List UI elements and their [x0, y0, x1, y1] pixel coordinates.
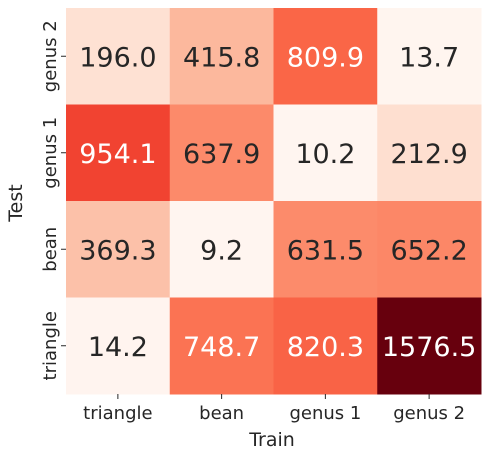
cell-value-label: 10.2	[295, 139, 355, 170]
cell-value-label: 9.2	[200, 235, 243, 266]
y-axis-ticks: genus 2 genus 1 bean triangle	[40, 20, 66, 380]
cell-value-label: 14.2	[88, 332, 148, 363]
heatmap-cell	[66, 8, 171, 105]
heatmap-cell	[273, 8, 378, 105]
heatmap-cell	[66, 104, 171, 202]
x-axis-label: Train	[248, 429, 295, 451]
cell-value-label: 809.9	[287, 42, 364, 73]
heatmap-cell	[273, 201, 378, 298]
heatmap-cell	[377, 8, 482, 105]
cell-value-label: 631.5	[287, 235, 364, 266]
cell-value-label: 1576.5	[382, 332, 476, 363]
x-tick-label: genus 1	[289, 403, 361, 424]
heatmap-cell	[169, 201, 274, 298]
cell-value-label: 415.8	[183, 42, 260, 73]
heatmap-cell	[273, 297, 378, 395]
cell-value-label: 954.1	[79, 139, 156, 170]
heatmap-cell	[377, 104, 482, 202]
cell-value-label: 369.3	[79, 235, 156, 266]
cell-value-label: 13.7	[399, 42, 459, 73]
x-tick-label: genus 2	[393, 403, 465, 424]
y-tick-label: genus 1	[40, 117, 61, 189]
y-tick-label: triangle	[40, 311, 61, 380]
heatmap-cell	[169, 8, 274, 105]
cell-value-label: 820.3	[287, 332, 364, 363]
heatmap-cells: 196.0 415.8 809.9 13.7 954.1 637.9 10.2 212.9 36…	[66, 8, 482, 395]
cell-value-label: 637.9	[183, 139, 260, 170]
y-tick-label: genus 2	[40, 20, 61, 92]
x-tick-label: triangle	[83, 403, 152, 424]
cell-value-label: 212.9	[390, 139, 467, 170]
cell-value-label: 748.7	[183, 332, 260, 363]
heatmap-cell	[66, 201, 171, 298]
heatmap-cell	[169, 104, 274, 202]
heatmap-cell	[169, 297, 274, 395]
heatmap-cell	[377, 297, 482, 395]
y-tick-label: bean	[40, 227, 61, 272]
heatmap-cell	[66, 297, 171, 395]
x-tick-label: bean	[199, 403, 244, 424]
cell-value-label: 196.0	[79, 42, 156, 73]
heatmap-cell	[377, 201, 482, 298]
x-axis-ticks: triangle bean genus 1 genus 2	[83, 394, 465, 424]
cell-value-label: 652.2	[390, 235, 467, 266]
heatmap-cell	[273, 104, 378, 202]
y-axis-label: Test	[5, 184, 27, 222]
